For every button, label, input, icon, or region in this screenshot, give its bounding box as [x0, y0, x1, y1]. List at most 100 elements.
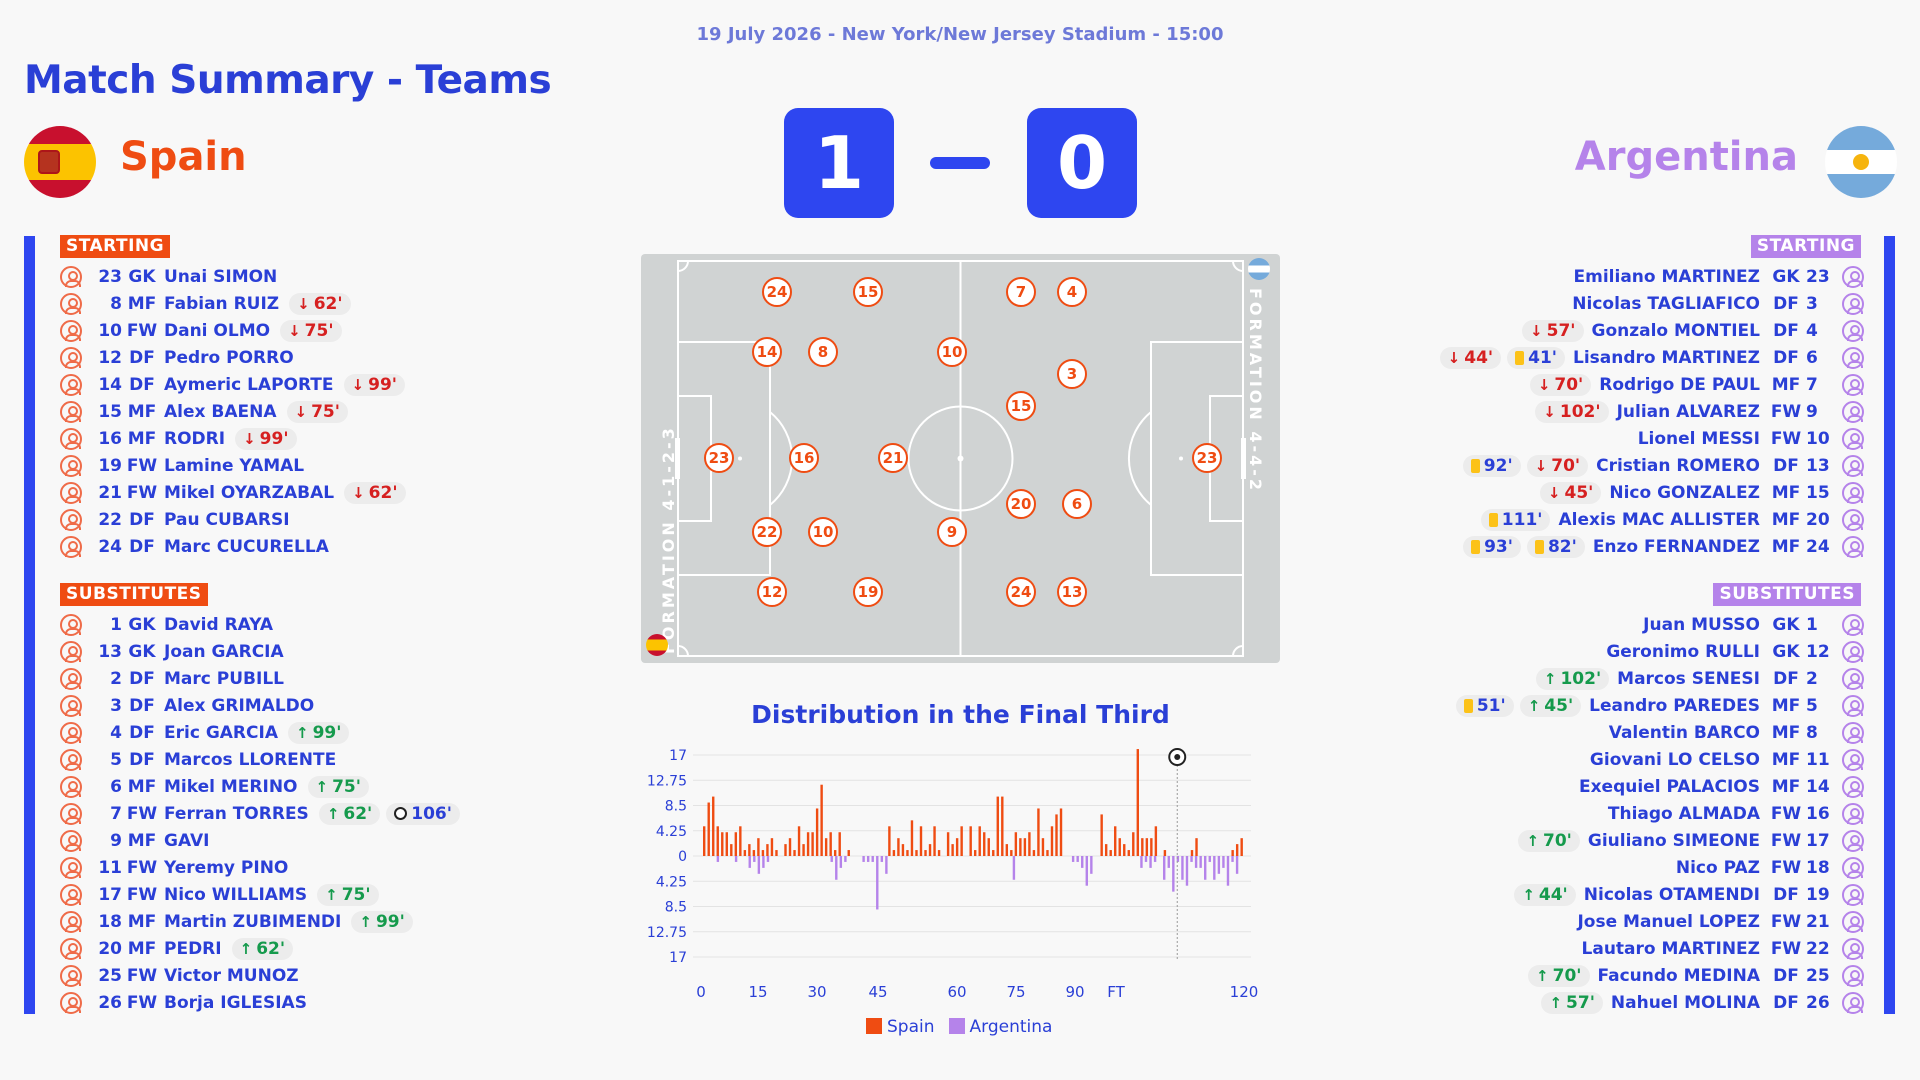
player-row[interactable]: 12 GK Geronimo RULLI [1456, 638, 1864, 665]
argentina-bar [734, 856, 738, 862]
spain-bar [1118, 838, 1121, 856]
player-row[interactable]: 17 FW Giuliano SIMEONE ↑ 70' [1456, 827, 1864, 854]
player-row[interactable]: 14 MF Exequiel PALACIOS [1456, 773, 1864, 800]
spain-bar [824, 838, 828, 856]
player-avatar-icon [60, 535, 82, 558]
player-number: 11 [98, 857, 122, 878]
spain-bar [1163, 850, 1167, 856]
away-pitch-player: 10 [937, 337, 967, 367]
player-row[interactable]: 13 GK Joan GARCIA [60, 638, 460, 665]
player-row[interactable]: 1 GK Juan MUSSO [1456, 611, 1864, 638]
player-number: 12 [1806, 641, 1830, 662]
player-row[interactable]: 20 MF PEDRI ↑ 62' [60, 935, 460, 962]
player-row[interactable]: 25 DF Facundo MEDINA ↑ 70' [1456, 962, 1864, 989]
player-row[interactable]: 22 DF Pau CUBARSI [60, 506, 406, 533]
player-row[interactable]: 7 FW Ferran TORRES ↑ 62' 106' [60, 800, 460, 827]
player-row[interactable]: 22 FW Lautaro MARTINEZ [1456, 935, 1864, 962]
player-row[interactable]: 3 DF Nicolas TAGLIAFICO [1440, 290, 1864, 317]
sub-on-arrow-icon: ↑ [1527, 696, 1541, 715]
player-row[interactable]: 6 DF Lisandro MARTINEZ 41' ↓ 44' [1439, 344, 1864, 371]
player-row[interactable]: 16 FW Thiago ALMADA [1456, 800, 1864, 827]
player-position: DF [129, 536, 155, 557]
player-position: MF [1771, 536, 1801, 557]
player-number: 18 [1806, 857, 1830, 878]
player-row[interactable]: 19 FW Lamine YAMAL [60, 452, 406, 479]
player-row[interactable]: 10 FW Lionel MESSI [1440, 425, 1864, 452]
away-substitutes-label: SUBSTITUTES [1713, 583, 1861, 606]
player-row[interactable]: 8 MF Fabian RUIZ ↓ 62' [60, 290, 406, 317]
player-avatar-icon [1842, 292, 1864, 315]
player-row[interactable]: 26 DF Nahuel MOLINA ↑ 57' [1456, 989, 1864, 1016]
player-events: ↑ 57' [1541, 991, 1603, 1014]
player-row[interactable]: 9 FW Julian ALVAREZ ↓ 102' [1440, 398, 1864, 425]
player-row[interactable]: 14 DF Aymeric LAPORTE ↓ 99' [60, 371, 406, 398]
player-avatar-icon [60, 775, 82, 798]
player-row[interactable]: 4 DF Gonzalo MONTIEL ↓ 57' [1440, 317, 1864, 344]
x-tick-label: 120 [1230, 983, 1259, 1001]
spain-bar [978, 826, 981, 856]
player-position: FW [126, 320, 158, 341]
player-row[interactable]: 23 GK Emiliano MARTINEZ [1440, 263, 1864, 290]
spain-bar [1037, 808, 1040, 856]
player-row[interactable]: 4 DF Eric GARCIA ↑ 99' [60, 719, 460, 746]
player-row[interactable]: 15 MF Nico GONZALEZ ↓ 45' [1440, 479, 1864, 506]
spain-bar [955, 838, 959, 856]
player-row[interactable]: 10 FW Dani OLMO ↓ 75' [60, 317, 406, 344]
player-position: FW [1770, 911, 1802, 932]
player-row[interactable]: 21 FW Jose Manuel LOPEZ [1456, 908, 1864, 935]
player-row[interactable]: 17 FW Nico WILLIAMS ↑ 75' [60, 881, 460, 908]
event-minute: 44' [1538, 884, 1568, 905]
player-name: Martin ZUBIMENDI [164, 911, 342, 932]
player-name: Nahuel MOLINA [1610, 992, 1760, 1013]
spain-bar [1132, 832, 1135, 856]
spain-bar [761, 850, 765, 856]
away-pitch-player: 23 [1192, 443, 1222, 473]
spain-bar [924, 850, 927, 856]
player-row[interactable]: 2 DF Marc PUBILL [60, 665, 460, 692]
argentina-bar [871, 856, 874, 862]
player-row[interactable]: 1 GK David RAYA [60, 611, 460, 638]
player-name: Valentin BARCO [1608, 722, 1760, 743]
sub-off-arrow-icon: ↓ [243, 429, 256, 448]
player-row[interactable]: 12 DF Pedro PORRO [60, 344, 406, 371]
player-row[interactable]: 21 FW Mikel OYARZABAL ↓ 62' [60, 479, 406, 506]
home-pitch-player: 22 [752, 517, 782, 547]
player-row[interactable]: 9 MF GAVI [60, 827, 460, 854]
player-row[interactable]: 3 DF Alex GRIMALDO [60, 692, 460, 719]
player-row[interactable]: 18 FW Nico PAZ [1456, 854, 1864, 881]
away-starting-list: 23 GK Emiliano MARTINEZ 3 DF Nicolas TAGLIAFI… [1439, 263, 1864, 560]
player-row[interactable]: 5 DF Marcos LLORENTE [60, 746, 460, 773]
yellow-card-icon [1534, 539, 1544, 554]
player-row[interactable]: 5 MF Leandro PAREDES ↑ 45' 51' [1455, 692, 1864, 719]
argentina-bar [880, 856, 884, 862]
player-row[interactable]: 18 MF Martin ZUBIMENDI ↑ 99' [60, 908, 460, 935]
player-row[interactable]: 2 DF Marcos SENESI ↑ 102' [1456, 665, 1864, 692]
player-row[interactable]: 23 GK Unai SIMON [60, 263, 406, 290]
argentina-bar [1185, 856, 1189, 886]
player-row[interactable]: 25 FW Victor MUNOZ [60, 962, 460, 989]
player-row[interactable]: 19 DF Nicolas OTAMENDI ↑ 44' [1456, 881, 1864, 908]
player-row[interactable]: 20 MF Alexis MAC ALLISTER 111' [1440, 506, 1864, 533]
player-row[interactable]: 24 DF Marc CUCURELLA [60, 533, 406, 560]
player-number: 22 [1806, 938, 1830, 959]
event-badge-on: ↑ 75' [307, 775, 369, 798]
player-row[interactable]: 8 MF Valentin BARCO [1456, 719, 1864, 746]
player-row[interactable]: 7 MF Rodrigo DE PAUL ↓ 70' [1440, 371, 1864, 398]
player-row[interactable]: 26 FW Borja IGLESIAS [60, 989, 460, 1016]
away-score: 0 [1027, 108, 1137, 218]
player-row[interactable]: 13 DF Cristian ROMERO ↓ 70' 92' [1440, 452, 1864, 479]
player-row[interactable]: 6 MF Mikel MERINO ↑ 75' [60, 773, 460, 800]
away-pitch-player: 4 [1057, 277, 1087, 307]
sub-off-arrow-icon: ↓ [352, 483, 365, 502]
player-number: 23 [98, 266, 122, 287]
player-row[interactable]: 11 FW Yeremy PINO [60, 854, 460, 881]
chart-title: Distribution in the Final Third [751, 700, 1170, 729]
player-row[interactable]: 11 MF Giovani LO CELSO [1456, 746, 1864, 773]
home-score: 1 [784, 108, 894, 218]
spain-bar [937, 850, 941, 856]
player-row[interactable]: 24 MF Enzo FERNANDEZ 82' 93' [1440, 533, 1864, 560]
player-events: ↓ 75' [286, 400, 348, 423]
player-row[interactable]: 16 MF RODRI ↓ 99' [60, 425, 406, 452]
away-pitch-player: 3 [1057, 359, 1087, 389]
player-row[interactable]: 15 MF Alex BAENA ↓ 75' [60, 398, 406, 425]
